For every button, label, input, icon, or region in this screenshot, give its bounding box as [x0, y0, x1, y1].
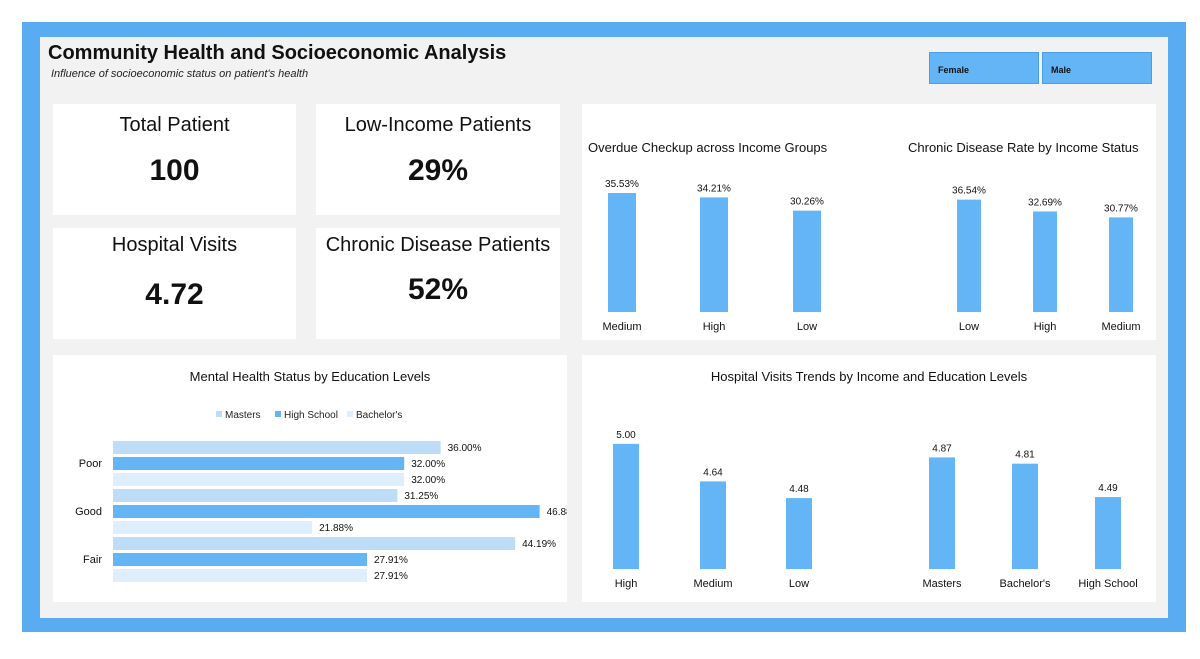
visits-education-data-label: 4.49 — [1098, 483, 1118, 494]
mental-bar — [113, 553, 367, 566]
legend-swatch — [216, 411, 222, 417]
mental-bar — [113, 473, 405, 486]
chronic-bar — [957, 199, 981, 312]
chronic-chart-title: Chronic Disease Rate by Income Status — [908, 140, 1139, 155]
visits-education-category-label: High School — [1078, 578, 1137, 590]
visits-income-category-label: High — [615, 578, 638, 590]
overdue-category-label: High — [703, 321, 726, 333]
mental-bar — [113, 537, 516, 550]
legend-swatch — [347, 411, 353, 417]
slicer-male-button[interactable]: Male — [1042, 52, 1152, 84]
mental-bar — [113, 457, 405, 470]
mental-health-panel: Mental Health Status by Education Levels… — [53, 355, 567, 602]
visits-education-category-label: Bachelor's — [999, 578, 1051, 590]
chronic-category-label: Medium — [1101, 321, 1140, 333]
overdue-bar — [793, 210, 821, 312]
kpi-value: 100 — [149, 154, 200, 187]
mental-data-label: 46.88% — [547, 507, 567, 518]
visits-income-category-label: Medium — [693, 578, 732, 590]
kpi-label: Hospital Visits — [111, 234, 238, 256]
kpi-label: Low-Income Patients — [344, 114, 532, 136]
visits-chart-title: Hospital Visits Trends by Income and Edu… — [710, 369, 1028, 384]
visits-income-data-label: 5.00 — [616, 430, 636, 441]
chronic-category-label: High — [1034, 321, 1057, 333]
mental-bar — [113, 489, 398, 502]
mental-bar — [113, 569, 367, 582]
visits-education-data-label: 4.87 — [932, 443, 952, 454]
chronic-category-label: Low — [959, 321, 979, 333]
kpi-card-chronic-disease: Chronic Disease Patients 52% — [316, 228, 560, 339]
visits-income-data-label: 4.64 — [703, 467, 723, 478]
mental-data-label: 27.91% — [374, 571, 408, 582]
visits-income-bar — [786, 498, 812, 569]
visits-education-data-label: 4.81 — [1015, 450, 1035, 461]
overdue-category-label: Low — [797, 321, 817, 333]
chronic-bar — [1109, 217, 1133, 312]
overdue-chart-title: Overdue Checkup across Income Groups — [588, 140, 828, 155]
income-bar-charts: 35.53% Medium 34.21% High 30.26% Low 36.54% Low… — [602, 179, 1140, 333]
kpi-value: 52% — [407, 273, 469, 306]
legend-swatch — [275, 411, 281, 417]
legend-label: Bachelor's — [356, 410, 402, 421]
mental-bar — [113, 505, 540, 518]
mental-data-label: 31.25% — [404, 491, 438, 502]
kpi-card-low-income: Low-Income Patients 29% — [316, 104, 560, 215]
hospital-visits-panel: Hospital Visits Trends by Income and Edu… — [582, 355, 1156, 602]
visits-income-category-label: Low — [789, 578, 809, 590]
kpi-label: Chronic Disease Patients — [325, 234, 551, 256]
legend-label: Masters — [225, 410, 261, 421]
mental-bar — [113, 521, 313, 534]
slicer-female-button[interactable]: Female — [929, 52, 1039, 84]
kpi-value: 29% — [407, 154, 469, 187]
mental-data-label: 32.00% — [411, 475, 445, 486]
overdue-data-label: 34.21% — [697, 183, 731, 194]
mental-data-label: 36.00% — [448, 443, 482, 454]
overdue-bar — [608, 192, 636, 312]
mental-health-bar-chart: Masters High School Bachelor's36.00%32.00%… — [75, 410, 567, 582]
mental-category-label: Poor — [79, 458, 103, 470]
kpi-card-total-patient: Total Patient 100 — [53, 104, 296, 215]
chronic-data-label: 32.69% — [1028, 197, 1062, 208]
mental-data-label: 21.88% — [319, 523, 353, 534]
mental-category-label: Good — [75, 506, 102, 518]
kpi-label: Total Patient — [119, 114, 230, 136]
page-title: Community Health and Socioeconomic Analy… — [48, 42, 507, 64]
mental-bar — [113, 441, 441, 454]
overdue-data-label: 30.26% — [790, 197, 824, 208]
chronic-data-label: 30.77% — [1104, 203, 1138, 214]
kpi-card-hospital-visits: Hospital Visits 4.72 — [53, 228, 296, 339]
income-charts-panel: Overdue Checkup across Income Groups Chr… — [582, 104, 1156, 340]
chronic-data-label: 36.54% — [952, 186, 986, 197]
visits-income-bar — [700, 481, 726, 569]
mental-data-label: 27.91% — [374, 555, 408, 566]
visits-income-data-label: 4.48 — [789, 484, 809, 495]
mental-data-label: 44.19% — [522, 539, 556, 550]
mental-data-label: 32.00% — [411, 459, 445, 470]
mental-category-label: Fair — [83, 554, 102, 566]
visits-education-bar — [929, 457, 955, 569]
overdue-bar — [700, 197, 728, 312]
overdue-category-label: Medium — [602, 321, 641, 333]
visits-income-bar — [613, 443, 639, 569]
mental-chart-title: Mental Health Status by Education Levels — [189, 369, 431, 384]
kpi-value: 4.72 — [145, 278, 204, 311]
visits-education-bar — [1095, 497, 1121, 569]
hospital-visits-bar-chart: 5.00 High 4.64 Medium 4.48 Low 4.87 Masters 4.81… — [613, 430, 1138, 590]
legend-label: High School — [284, 410, 338, 421]
page-subtitle: Influence of socioeconomic status on pat… — [51, 68, 309, 80]
visits-education-bar — [1012, 463, 1038, 569]
visits-education-category-label: Masters — [922, 578, 962, 590]
overdue-data-label: 35.53% — [605, 179, 639, 190]
chronic-bar — [1033, 211, 1057, 312]
